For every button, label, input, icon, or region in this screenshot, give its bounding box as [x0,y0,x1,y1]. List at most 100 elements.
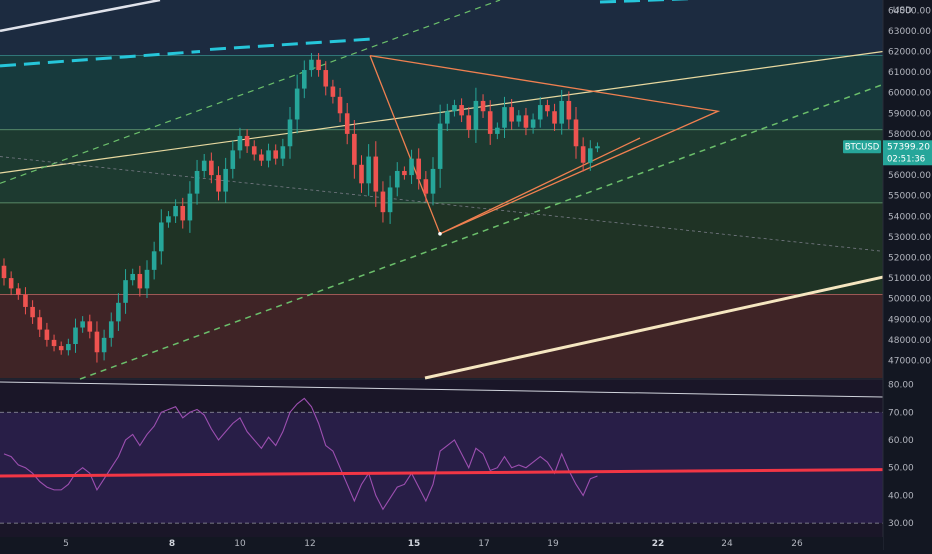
candle-body [530,119,536,128]
rsi-tick-label: 50.00 [888,464,914,474]
candle-body [209,160,214,176]
time-tick-label: 24 [721,539,733,549]
time-axis-bg [0,537,883,550]
price-tick-label: 59000.00 [888,109,931,119]
price-tick-label: 60000.00 [888,89,931,99]
candle-body [123,280,128,303]
candle-body [516,115,522,122]
candle-body [302,70,307,89]
candle-body [523,115,529,128]
triangle-pattern [369,54,721,235]
candle-body [151,251,157,270]
candle-body [66,344,71,351]
candle-body [595,146,600,149]
candle-body [487,111,493,134]
candle-body [251,146,257,155]
candle-body [16,288,21,295]
candle-body [588,148,593,163]
candles-group [1,53,600,363]
candle-body [187,193,193,221]
candle-body [323,70,329,87]
rsi-moving-average [0,468,884,478]
candle-body [380,191,386,213]
candle-body [423,179,429,194]
rsi-tick-label: 60.00 [888,436,914,446]
candle-body [44,329,50,340]
trendline-yellow [0,50,884,174]
time-tick-label: 8 [169,539,175,549]
time-tick-label: 19 [547,539,559,549]
candle-body [194,170,200,194]
price-tick-label: 58000.00 [888,130,931,140]
price-tick-label: 55000.00 [888,192,931,202]
candle-body [580,146,586,163]
price-tick-label: 48000.00 [888,336,931,346]
rsi-trendline [0,381,884,398]
candle-body [437,123,443,169]
candle-body [8,278,14,289]
candle-body [23,294,28,307]
candle-body [259,154,264,161]
channel-dashed-cyan-left [0,50,201,68]
time-tick-label: 5 [63,539,69,549]
candle-body [480,100,486,112]
candle-body [101,337,107,353]
upper-zone [0,0,883,56]
candle-body [73,327,78,345]
candle-body [230,150,236,169]
time-tick-label: 10 [234,539,246,549]
candle-body [166,216,171,223]
candle-body [387,187,393,213]
candle-body [416,158,421,180]
candle-body [137,273,143,289]
candle-body [509,107,514,122]
candle-body [466,115,472,130]
candle-body [144,269,150,289]
candle-body [58,346,64,351]
candle-body [552,111,557,124]
trendline-cream-bottom [424,275,884,380]
rsi-band [0,412,883,524]
candle-body [266,150,271,161]
candle-body [445,111,450,124]
price-tick-label: 56000.00 [888,171,931,181]
candle-body [559,100,564,124]
candle-body [573,119,579,147]
rsi-tick-label: 80.00 [888,381,914,391]
candle-body [1,265,7,279]
price-tick-label: 52000.00 [888,253,931,263]
candle-body [452,105,457,112]
candle-body [545,105,550,112]
rsi-tick-label: 70.00 [888,408,914,418]
candle-body [409,158,414,176]
rsi-tick-label: 40.00 [888,491,914,501]
candle-body [344,113,350,134]
candle-body [30,306,35,318]
time-tick-label: 17 [478,539,489,549]
symbol-badge [843,140,881,154]
candle-body [316,59,321,71]
candle-body [116,302,121,322]
candle-body [273,150,278,159]
candle-body [337,96,343,114]
candle-body [309,59,314,71]
candle-body [130,273,135,281]
candle-body [402,170,407,176]
rsi-tick-label: 30.00 [888,519,914,529]
candle-body [108,321,114,338]
triangle-anchor-dot [438,232,442,236]
candle-body [80,321,85,328]
price-tick-label: 47000.00 [888,356,931,366]
price-tick-label: 61000.00 [888,68,931,78]
candle-body [94,331,100,353]
candle-body [280,146,286,159]
triangle-lower-edge [439,137,641,235]
price-axis-bg [883,0,932,550]
time-tick-label: 12 [304,539,315,549]
candle-body [223,168,228,192]
candle-body [330,86,336,97]
candle-body [287,119,293,147]
candle-body [430,168,436,194]
